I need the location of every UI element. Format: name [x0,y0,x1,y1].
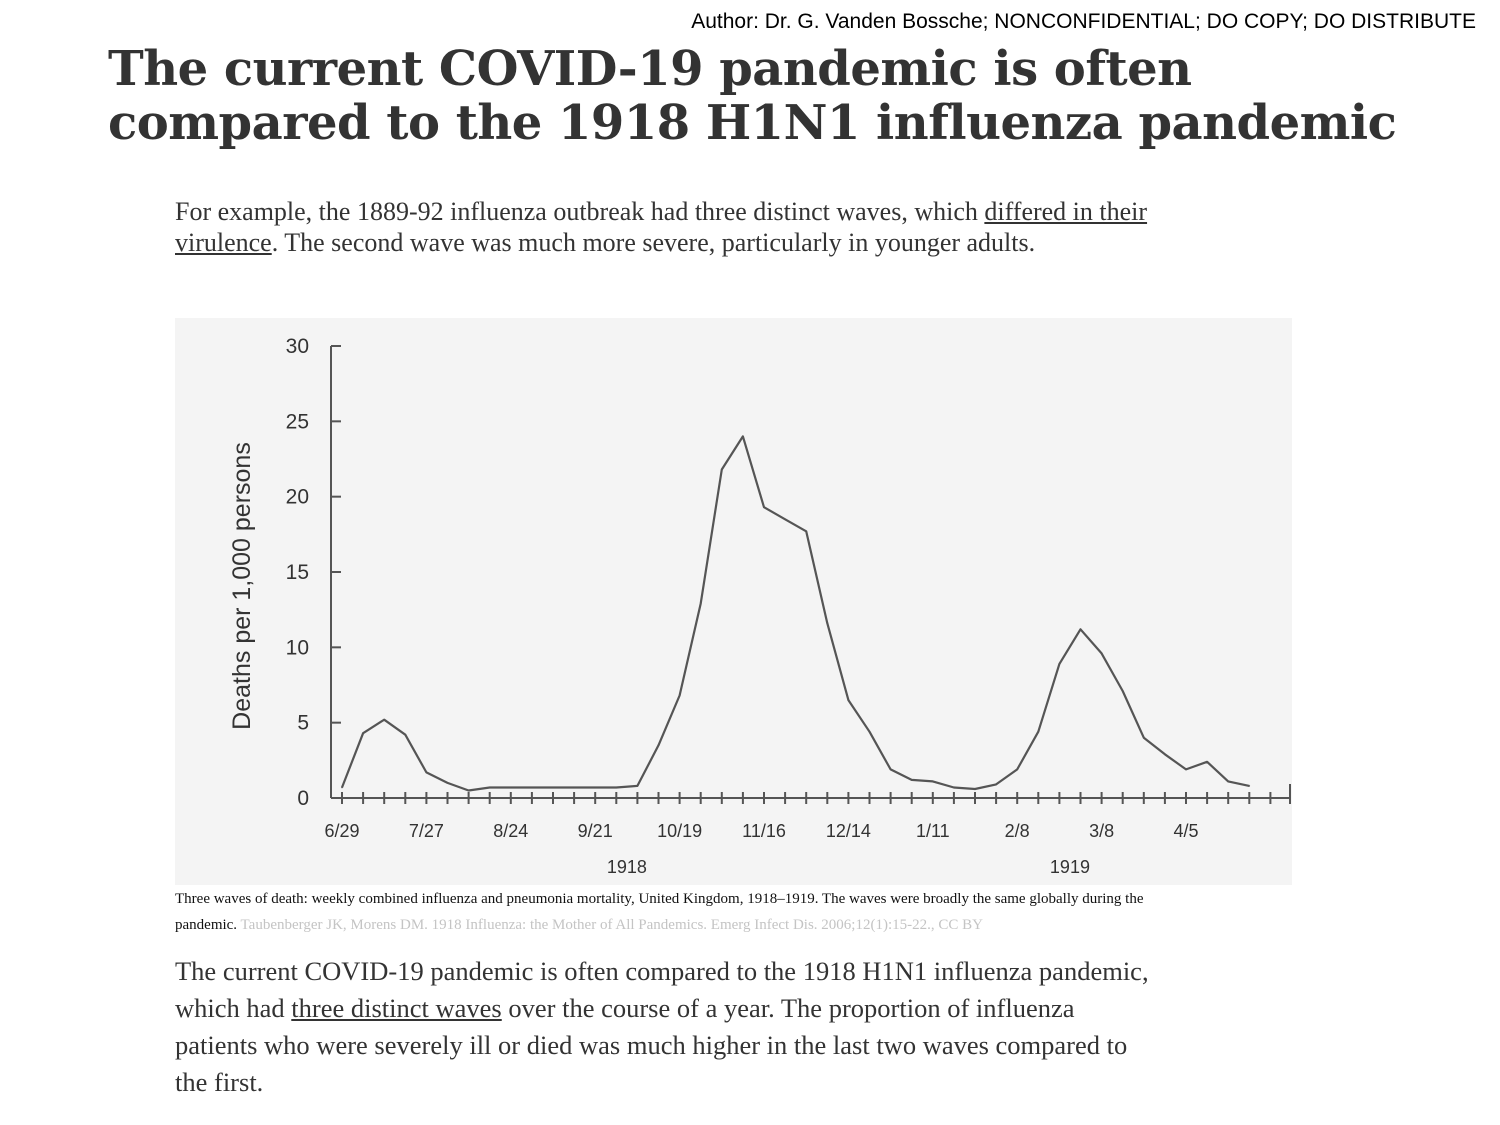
data-point [1037,730,1040,733]
intro-text-end: . The second wave was much more severe, … [271,228,1036,257]
data-point [826,622,829,624]
data-point [1058,663,1061,665]
y-tick-label: 20 [286,486,309,509]
body-text-end: over the course of a year. The proportio… [175,993,1128,1097]
data-point [404,733,407,736]
intro-text-start: For example, the 1889-92 influenza outbr… [175,197,985,226]
data-point [1248,785,1251,787]
data-point [1079,628,1082,631]
mortality-chart-panel: 0 5 10 15 20 25 30 Deaths per 1,000 persons 6/29… [175,318,1292,885]
data-point [446,782,449,784]
three-waves-link[interactable]: three distinct waves [291,993,502,1023]
x-tick-label: 7/27 [409,821,444,841]
data-point [805,530,807,533]
x-tick-label: 6/29 [324,821,359,841]
x-tick-label: 10/19 [657,821,702,841]
data-point [615,786,618,789]
data-point [1143,736,1145,739]
data-point [1016,768,1018,771]
intro-paragraph: For example, the 1889-92 influenza outbr… [175,196,1175,258]
slide-title: The current COVID-19 pandemic is often c… [108,41,1397,151]
data-point [573,786,575,789]
data-point [678,694,681,697]
data-point [1164,753,1166,756]
x-tick-label: 12/14 [826,821,871,841]
y-tick-label: 10 [286,636,309,659]
x-tick-label: 2/8 [1005,821,1030,841]
x-tick-label: 1/11 [916,821,950,841]
x-tick-label: 3/8 [1089,821,1114,841]
caption-source: Taubenberger JK, Morens DM. 1918 Influen… [240,917,983,933]
x-tick-label: 8/24 [493,821,528,841]
data-point [889,768,892,771]
figure-caption: Three waves of death: weekly combined in… [175,886,1155,938]
data-point [1206,761,1208,763]
data-point [910,779,913,781]
year-label: 1918 [607,857,647,877]
data-point [552,786,554,789]
y-axis-title: Deaths per 1,000 persons [228,442,256,730]
data-point [1227,780,1229,783]
body-text-start: The current COVID-19 pandemic is often c… [175,956,1149,1023]
data-point [974,788,976,790]
data-point [488,786,491,789]
data-point [784,518,786,521]
data-point [636,785,639,787]
x-tick-label: 11/16 [742,821,786,841]
data-point [383,718,385,721]
y-tick-label: 25 [286,410,309,433]
y-tick-label: 5 [297,712,309,735]
mortality-chart: 0 5 10 15 20 25 30 Deaths per 1,000 persons 6/29… [228,335,1291,877]
data-point [763,506,765,508]
x-tick-label: 9/21 [578,821,613,841]
data-point [657,744,660,747]
data-point [953,786,955,789]
y-tick-label: 0 [297,787,309,810]
data-point [362,732,364,734]
data-point [699,602,702,605]
caption-text: Three waves of death: weekly combined in… [175,891,1144,933]
body-paragraph: The current COVID-19 pandemic is often c… [175,953,1155,1101]
year-label: 1919 [1050,857,1090,877]
data-point [341,786,343,789]
data-point [594,786,596,789]
virulence-link[interactable]: differed in their virulence [175,197,1148,257]
data-point [721,468,723,471]
data-point [742,435,744,438]
y-tick-label: 30 [286,335,309,358]
data-point [1185,768,1187,771]
data-point [1100,652,1103,655]
data-point [510,786,512,789]
data-point [1121,690,1124,692]
y-tick-label: 15 [286,561,309,584]
data-point [847,699,850,701]
author-note: Author: Dr. G. Vanden Bossche; NONCONFID… [691,10,1476,33]
data-point [425,771,428,774]
data-point [467,789,470,792]
data-point [995,783,997,786]
data-point [932,780,934,783]
x-tick-label: 4/5 [1173,821,1198,841]
mortality-line [340,435,1250,792]
data-point [868,730,871,733]
data-point [531,786,533,789]
